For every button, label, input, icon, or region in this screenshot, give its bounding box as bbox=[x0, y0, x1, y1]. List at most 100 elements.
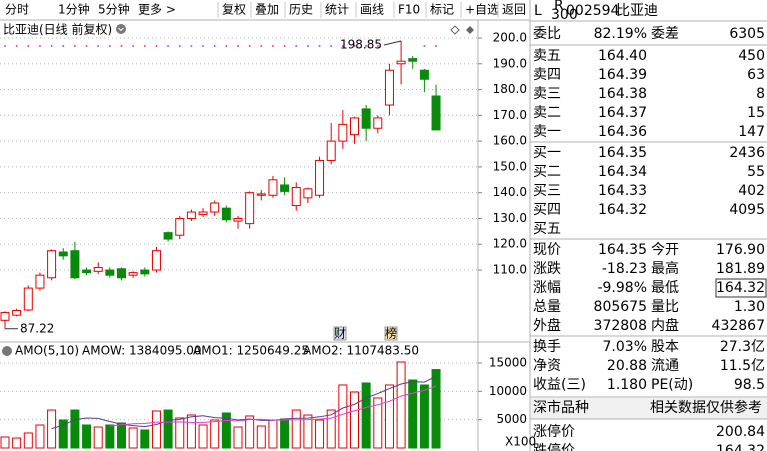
dot-marker bbox=[225, 45, 228, 47]
toolbar-button[interactable]: +自选 bbox=[465, 3, 499, 17]
volume-bar bbox=[326, 409, 336, 449]
toolbar-button[interactable]: 1分钟 bbox=[58, 2, 90, 17]
candle-body bbox=[0, 312, 10, 321]
badge-sup: R bbox=[554, 0, 564, 14]
ask-cell: 164.39 bbox=[598, 67, 647, 83]
ratio-cell: 委比 bbox=[533, 26, 561, 42]
volume-bar bbox=[396, 361, 406, 449]
bid-cell: 55 bbox=[747, 164, 765, 180]
candle-body bbox=[151, 250, 161, 271]
volume-bar bbox=[140, 429, 150, 449]
dot-marker bbox=[167, 45, 170, 47]
candle-body bbox=[186, 211, 196, 219]
toolbar-button[interactable]: 历史 bbox=[289, 3, 313, 17]
y-tick-label: 190.0 bbox=[493, 56, 527, 70]
title-menu-icon[interactable] bbox=[116, 24, 126, 34]
toolbar-button[interactable]: F10 bbox=[398, 3, 420, 17]
volume-bar bbox=[93, 426, 103, 449]
toolbar-button[interactable]: 5分钟 bbox=[98, 2, 130, 17]
badge: L bbox=[534, 3, 542, 19]
stat-cell: 1.30 bbox=[734, 299, 765, 315]
toolbar-button[interactable]: 标记 bbox=[430, 3, 454, 17]
stat-cell: 805675 bbox=[594, 299, 647, 315]
volume-bar bbox=[23, 432, 33, 449]
dot-marker bbox=[295, 45, 298, 47]
stat-cell: 432867 bbox=[712, 318, 765, 334]
dot-marker bbox=[190, 45, 193, 47]
stat-cell: 164.32 bbox=[716, 280, 765, 296]
dot-marker bbox=[155, 45, 158, 47]
stat-cell: 外盘 bbox=[533, 317, 561, 334]
ask-cell: 164.37 bbox=[598, 105, 647, 121]
event-marker: 财 bbox=[334, 327, 346, 341]
candle-body bbox=[175, 217, 185, 236]
toolbar-button[interactable]: 返回 bbox=[502, 3, 526, 17]
stat-cell: 164.35 bbox=[598, 242, 647, 258]
toolbar-button[interactable]: 分时 bbox=[5, 3, 29, 17]
ask-cell: 164.36 bbox=[598, 124, 647, 140]
dot-marker bbox=[62, 45, 65, 47]
stat-cell: 换手 bbox=[533, 338, 561, 355]
limit-label: 涨停价 bbox=[533, 423, 575, 440]
dot-marker bbox=[376, 45, 379, 47]
y-tick-label: 200.0 bbox=[493, 30, 527, 44]
candle-body bbox=[338, 123, 348, 142]
candle-body bbox=[315, 159, 325, 196]
candle-body bbox=[93, 266, 103, 272]
diamond-icon[interactable] bbox=[450, 25, 460, 35]
toolbar-button[interactable]: 更多 > bbox=[138, 3, 176, 17]
toolbar-button[interactable]: 画线 bbox=[360, 3, 384, 17]
volume-bar bbox=[105, 424, 115, 449]
ask-cell: 164.40 bbox=[598, 48, 647, 64]
dot-marker bbox=[143, 45, 146, 47]
stat-cell: 最低 bbox=[651, 280, 679, 296]
volume-bar bbox=[268, 419, 278, 449]
ratio-cell: 6305 bbox=[729, 26, 765, 42]
ask-cell: 卖二 bbox=[533, 105, 561, 121]
candle-body bbox=[82, 269, 92, 274]
toolbar-button[interactable]: 叠加 bbox=[255, 3, 279, 17]
dot-marker bbox=[237, 45, 239, 47]
event-badge[interactable] bbox=[333, 326, 347, 341]
ask-cell: 63 bbox=[747, 67, 765, 83]
limit-label: 跌停价 bbox=[533, 442, 575, 451]
candle-body bbox=[350, 117, 359, 136]
candle-body bbox=[163, 232, 173, 240]
toolbar-button[interactable]: 复权 bbox=[222, 3, 246, 17]
stat-cell: 涨幅 bbox=[533, 280, 561, 296]
volume-bar bbox=[163, 409, 173, 449]
footer-right: 相关数据仅供参考 bbox=[650, 399, 762, 416]
y-tick-label: 160.0 bbox=[493, 134, 527, 148]
bid-cell: 2436 bbox=[729, 145, 765, 161]
bid-cell: 164.32 bbox=[598, 202, 647, 218]
volume-bar bbox=[280, 418, 290, 449]
volume-bar bbox=[256, 425, 266, 449]
y-tick-label: 180.0 bbox=[493, 82, 527, 96]
volume-bar bbox=[128, 427, 138, 449]
indicator-menu-icon[interactable] bbox=[2, 346, 12, 356]
stat-cell: 11.5亿 bbox=[720, 358, 765, 374]
event-badge[interactable] bbox=[384, 326, 398, 341]
candle-body bbox=[245, 192, 255, 225]
stat-cell: 总量 bbox=[533, 299, 561, 315]
candle-body bbox=[419, 69, 429, 80]
volume-bar bbox=[35, 424, 45, 449]
diamond-icon[interactable] bbox=[466, 26, 474, 34]
stat-cell: 涨跌 bbox=[533, 261, 561, 277]
stat-cell: 98.5 bbox=[734, 377, 765, 393]
y-tick-label: 10000 bbox=[489, 384, 527, 398]
dot-marker bbox=[248, 45, 251, 47]
dot-marker bbox=[271, 45, 274, 47]
ratio-cell: 82.19% bbox=[594, 26, 647, 42]
stat-cell: 股本 bbox=[651, 339, 679, 355]
bid-cell: 164.35 bbox=[598, 145, 647, 161]
bid-cell: 买四 bbox=[533, 202, 561, 218]
stat-cell: -9.98% bbox=[597, 280, 647, 296]
volume-bar bbox=[186, 414, 196, 449]
dot-marker bbox=[15, 45, 18, 47]
volume-bar bbox=[82, 424, 92, 449]
toolbar-button[interactable]: 统计 bbox=[325, 3, 349, 17]
ask-cell: 卖四 bbox=[533, 67, 561, 83]
candle-body bbox=[396, 60, 406, 65]
candle-body bbox=[35, 274, 45, 289]
